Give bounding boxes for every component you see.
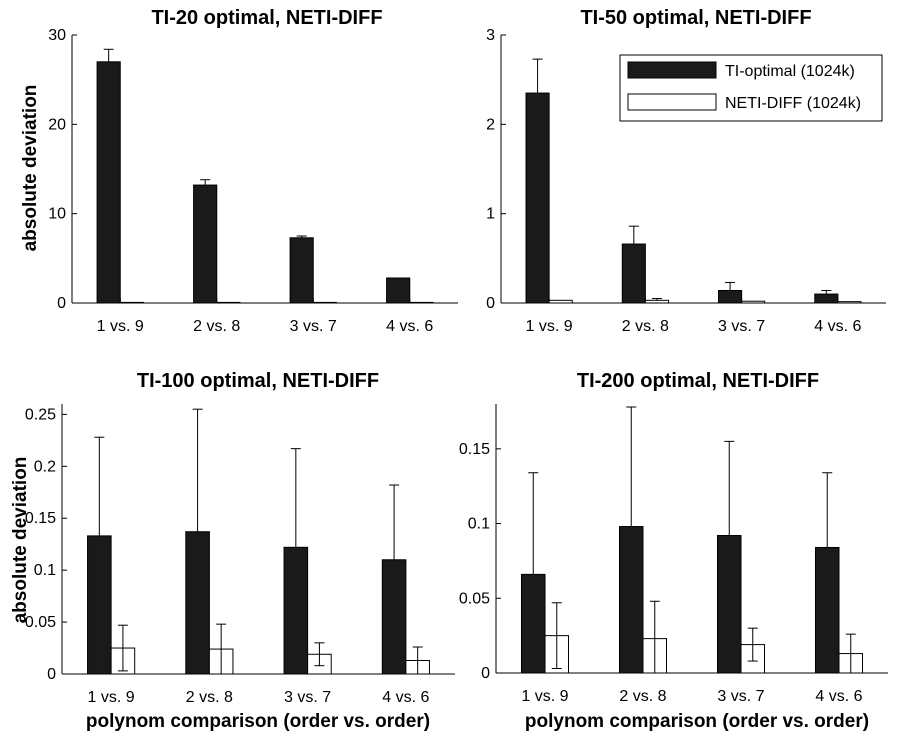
y-tick-label: 0 <box>481 665 490 682</box>
legend-swatch-neti-diff <box>628 94 716 110</box>
x-axis-label: polynom comparison (order vs. order) <box>525 711 869 732</box>
y-tick-label: 0 <box>47 666 56 683</box>
bar-neti-diff <box>838 302 861 303</box>
legend: TI-optimal (1024k) NETI-DIFF (1024k) <box>620 55 882 121</box>
panel-title: TI-50 optimal, NETI-DIFF <box>580 7 811 29</box>
y-tick-label: 0 <box>486 295 495 312</box>
bar-neti-diff <box>217 302 240 303</box>
bar-neti-diff <box>120 302 143 303</box>
plot-area: 0 0.05 0.1 0.15 1 vs. 9 2 vs. 8 3 vs. 7 4 vs. 6 <box>459 404 888 705</box>
bar-ti-optimal <box>290 238 313 303</box>
y-tick-label: 0.05 <box>25 614 56 631</box>
x-tick-label: 3 vs. 7 <box>718 318 765 335</box>
bar-ti-optimal <box>382 560 406 674</box>
x-tick-label: 2 vs. 8 <box>186 689 233 706</box>
y-axis-label: absolute deviation <box>20 85 41 252</box>
x-tick-label: 3 vs. 7 <box>290 318 337 335</box>
y-tick-label: 0.25 <box>25 406 56 423</box>
bar-ti-optimal <box>526 93 549 303</box>
bar-ti-optimal <box>186 532 210 674</box>
y-tick-label: 1 <box>486 206 495 223</box>
x-tick-label: 1 vs. 9 <box>521 688 568 705</box>
bar-ti-optimal <box>622 244 645 303</box>
x-tick-label: 4 vs. 6 <box>382 689 429 706</box>
y-tick-label: 0.2 <box>34 458 56 475</box>
y-tick-label: 0.05 <box>459 590 490 607</box>
panel-title: TI-20 optimal, NETI-DIFF <box>151 7 382 29</box>
x-tick-label: 3 vs. 7 <box>717 688 764 705</box>
bar-ti-optimal <box>387 278 410 303</box>
x-tick-label: 4 vs. 6 <box>815 688 862 705</box>
x-tick-label: 1 vs. 9 <box>526 318 573 335</box>
bar-neti-diff <box>313 302 336 303</box>
y-tick-label: 0.1 <box>468 516 490 533</box>
bar-ti-optimal <box>719 290 742 303</box>
bar-ti-optimal <box>521 574 545 673</box>
x-tick-label: 1 vs. 9 <box>97 318 144 335</box>
x-axis-label: polynom comparison (order vs. order) <box>86 711 430 732</box>
bar-ti-optimal <box>97 62 120 303</box>
bar-ti-optimal <box>815 547 839 673</box>
bar-neti-diff <box>549 300 572 303</box>
bar-ti-optimal <box>815 294 838 303</box>
y-tick-label: 10 <box>48 206 66 223</box>
x-tick-label: 4 vs. 6 <box>814 318 861 335</box>
y-tick-label: 20 <box>48 116 66 133</box>
legend-label-ti-optimal: TI-optimal (1024k) <box>725 63 855 80</box>
bar-ti-optimal <box>88 536 112 674</box>
panel-ti-100: TI-100 optimal, NETI-DIFF absolute devia… <box>10 370 455 732</box>
bar-neti-diff <box>645 300 668 303</box>
panel-title: TI-100 optimal, NETI-DIFF <box>137 370 379 392</box>
x-tick-label: 2 vs. 8 <box>622 318 669 335</box>
panel-ti-200: TI-200 optimal, NETI-DIFF polynom compar… <box>459 370 888 732</box>
plot-area: 0 10 20 30 1 vs. 9 2 vs. 8 3 vs. 7 4 vs. 6 <box>48 27 458 335</box>
panel-ti-20: TI-20 optimal, NETI-DIFF absolute deviat… <box>20 7 458 335</box>
y-tick-label: 0 <box>57 295 66 312</box>
y-tick-label: 0.15 <box>459 441 490 458</box>
bar-ti-optimal <box>717 536 741 673</box>
legend-swatch-ti-optimal <box>628 62 716 78</box>
plot-area: 0 0.05 0.1 0.15 0.2 0.25 1 vs. 9 2 vs. 8 3 vs. 7… <box>25 404 455 706</box>
legend-label-neti-diff: NETI-DIFF (1024k) <box>725 95 861 112</box>
bar-ti-optimal <box>194 185 217 303</box>
x-tick-label: 3 vs. 7 <box>284 689 331 706</box>
bar-neti-diff <box>742 301 765 303</box>
y-axis-label: absolute deviation <box>10 457 31 624</box>
y-tick-label: 30 <box>48 27 66 44</box>
bar-neti-diff <box>410 302 433 303</box>
bar-ti-optimal <box>619 527 643 673</box>
x-tick-label: 4 vs. 6 <box>386 318 433 335</box>
y-tick-label: 2 <box>486 116 495 133</box>
y-tick-label: 0.15 <box>25 510 56 527</box>
y-tick-label: 3 <box>486 27 495 44</box>
x-tick-label: 1 vs. 9 <box>88 689 135 706</box>
panel-ti-50: TI-50 optimal, NETI-DIFF 0 1 2 3 1 vs. 9 2 vs… <box>486 7 886 335</box>
bar-ti-optimal <box>284 547 308 674</box>
x-tick-label: 2 vs. 8 <box>193 318 240 335</box>
panel-title: TI-200 optimal, NETI-DIFF <box>577 370 819 392</box>
y-tick-label: 0.1 <box>34 562 56 579</box>
x-tick-label: 2 vs. 8 <box>619 688 666 705</box>
